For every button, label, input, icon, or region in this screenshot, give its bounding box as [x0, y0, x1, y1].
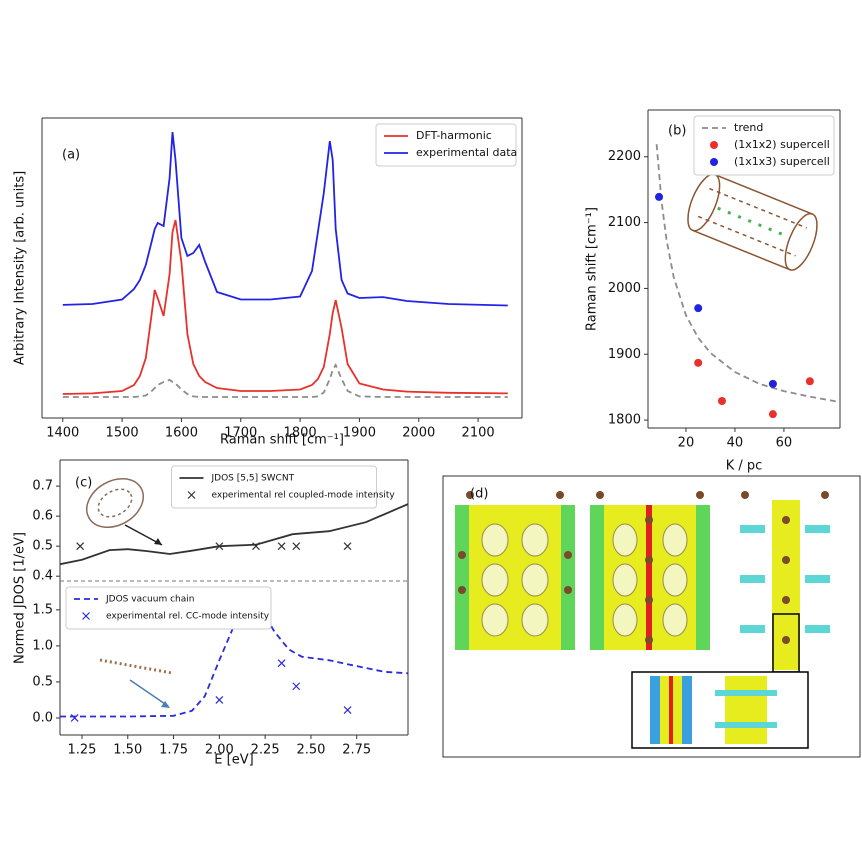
data-marker: [343, 706, 352, 714]
data-marker: [277, 542, 286, 551]
y-tick-label: 0.5: [32, 674, 53, 689]
plot-area: [655, 144, 838, 419]
x-tick-label: 1500: [106, 426, 139, 441]
data-marker: [215, 696, 224, 704]
data-marker: [292, 542, 301, 551]
data-marker: [343, 542, 352, 551]
data-point: [768, 410, 777, 419]
data-marker: [277, 659, 286, 668]
data-marker: [292, 682, 301, 691]
panel-label: (a): [62, 148, 80, 163]
data-marker: [215, 542, 224, 551]
legend-box: [375, 123, 517, 167]
data-line: [655, 144, 838, 403]
y-tick-label: 1900: [608, 347, 641, 362]
data-line: [62, 219, 508, 395]
y-tick-label: 0.7: [32, 479, 53, 494]
x-tick-label: 1.75: [159, 743, 188, 758]
legend-box: [693, 115, 835, 176]
legend-label: (1x1x3) supercell: [734, 155, 830, 168]
x-axis-label: Raman shift [cm⁻¹]: [220, 433, 344, 448]
legend-marker: [187, 491, 196, 499]
x-tick-label: 2100: [462, 426, 495, 441]
legend-label: DFT-harmonic: [416, 129, 492, 142]
y-tick-label: 2000: [608, 281, 641, 296]
x-tick-label: 2.25: [251, 743, 280, 758]
x-tick-label: 2000: [402, 426, 435, 441]
tube-illustration: [86, 478, 173, 708]
y-tick-label: 1.0: [32, 638, 53, 653]
legend-marker: [710, 158, 718, 166]
y-axis-label: Normed JDOS [1/eV]: [13, 532, 28, 664]
x-tick-label: 2.75: [342, 743, 371, 758]
plot-area: [60, 503, 408, 566]
x-tick-label: 1900: [343, 426, 376, 441]
legend-label: experimental rel. CC-mode intensity: [106, 612, 270, 622]
legend-marker: [82, 612, 90, 620]
legend-label: experimental rel coupled-mode intensity: [212, 491, 396, 501]
data-point: [768, 379, 777, 388]
y-tick-label: 0.0: [32, 710, 53, 725]
legend-label: JDOS vacuum chain: [105, 595, 194, 605]
panel-label: (c): [75, 476, 92, 491]
y-tick-label: 1800: [608, 413, 641, 428]
data-point: [655, 192, 664, 201]
data-line: [62, 132, 508, 307]
plot-area: [62, 132, 508, 398]
legend-box: [65, 586, 272, 630]
data-point: [717, 397, 726, 406]
x-tick-label: 1800: [284, 426, 317, 441]
data-line: [60, 503, 408, 566]
y-tick-label: 2100: [608, 215, 641, 230]
y-tick-label: 0.6: [32, 509, 53, 524]
y-axis-label: Raman shift [cm⁻¹]: [585, 207, 600, 331]
x-tick-label: 1700: [224, 426, 257, 441]
x-tick-label: 60: [776, 436, 793, 451]
legend-marker: [710, 141, 718, 149]
panel-label: (d): [470, 487, 488, 502]
x-tick-label: 1.25: [68, 743, 97, 758]
data-line: [62, 362, 508, 398]
y-axis-label: Arbitrary Intensity [arb. units]: [13, 171, 28, 365]
x-tick-label: 2.00: [205, 743, 234, 758]
data-marker: [70, 714, 79, 722]
legend-box: [171, 465, 377, 509]
data-marker: [76, 542, 85, 551]
legend-label: experimental data: [416, 146, 517, 159]
data-point: [694, 358, 703, 367]
legend-label: (1x1x2) supercell: [734, 138, 830, 151]
y-tick-label: 0.4: [32, 569, 53, 584]
legend-label: JDOS [5,5] SWCNT: [211, 474, 295, 484]
x-axis-label: E [eV]: [214, 753, 253, 768]
y-tick-label: 1.5: [32, 602, 53, 617]
x-axis-label: K / pc: [726, 459, 763, 474]
x-tick-label: 1.50: [113, 743, 142, 758]
data-marker: [252, 542, 260, 551]
y-tick-label: 2200: [608, 149, 641, 164]
x-tick-label: 1400: [46, 426, 79, 441]
density-illustration: [442, 475, 861, 758]
y-tick-label: 0.5: [32, 539, 53, 554]
data-point: [805, 377, 814, 386]
x-tick-label: 20: [678, 436, 695, 451]
legend-label: trend: [734, 121, 763, 134]
x-tick-label: 40: [727, 436, 744, 451]
x-tick-label: 1600: [165, 426, 198, 441]
nanotube-illustration: [687, 173, 818, 271]
data-point: [694, 304, 703, 313]
panel-label: (b): [668, 124, 686, 139]
x-tick-label: 2.50: [296, 743, 325, 758]
